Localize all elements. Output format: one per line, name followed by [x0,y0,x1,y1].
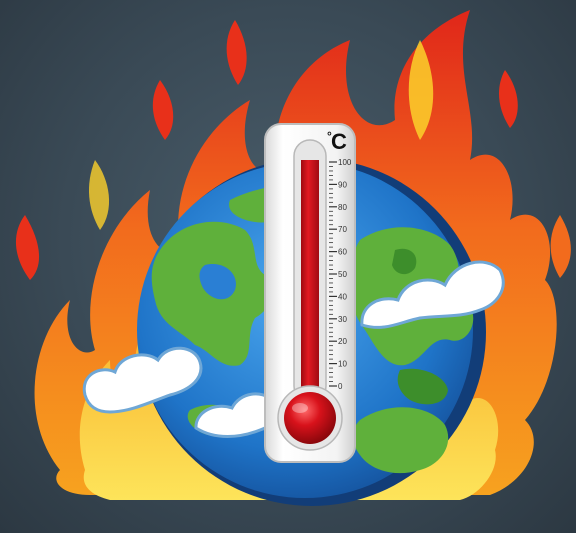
unit-label: C [331,129,347,154]
tick-label: 70 [338,225,347,234]
continent-bottom [352,407,449,474]
tick-label: 90 [338,180,347,189]
cloud-right [360,260,505,329]
tick-label: 40 [338,292,347,301]
unit-degree-symbol: ° [327,129,332,143]
tick-label: 10 [338,360,347,369]
tick-label: 80 [338,203,347,212]
mercury-column [301,160,319,410]
tick-label: 50 [338,270,347,279]
tick-label: 30 [338,315,347,324]
mercury-bulb [284,392,336,444]
cloud-left [82,346,203,414]
tick-label: 0 [338,382,343,391]
tick-label: 100 [338,158,352,167]
tick-label: 60 [338,248,347,257]
clouds [82,260,505,438]
tick-label: 20 [338,337,347,346]
